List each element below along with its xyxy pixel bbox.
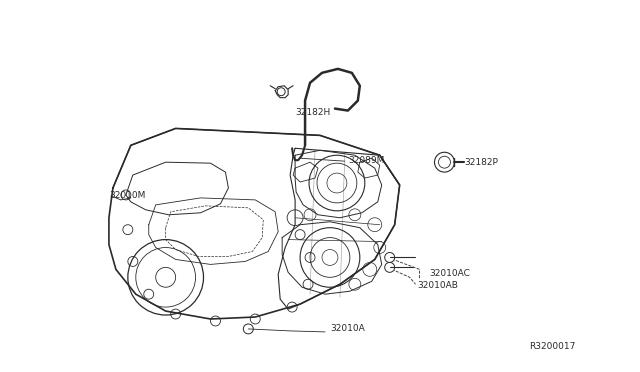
Circle shape <box>385 253 395 262</box>
Circle shape <box>243 324 253 334</box>
Text: 32182P: 32182P <box>465 158 499 167</box>
Circle shape <box>435 152 454 172</box>
Text: 32089M: 32089M <box>348 156 384 165</box>
Text: 32182H: 32182H <box>295 108 330 117</box>
Text: 32010A: 32010A <box>330 324 365 333</box>
Text: 32010AC: 32010AC <box>429 269 470 278</box>
Circle shape <box>385 262 395 272</box>
Text: R3200017: R3200017 <box>529 342 575 351</box>
Text: 32010AB: 32010AB <box>417 281 458 290</box>
Text: 32010M: 32010M <box>109 192 145 201</box>
